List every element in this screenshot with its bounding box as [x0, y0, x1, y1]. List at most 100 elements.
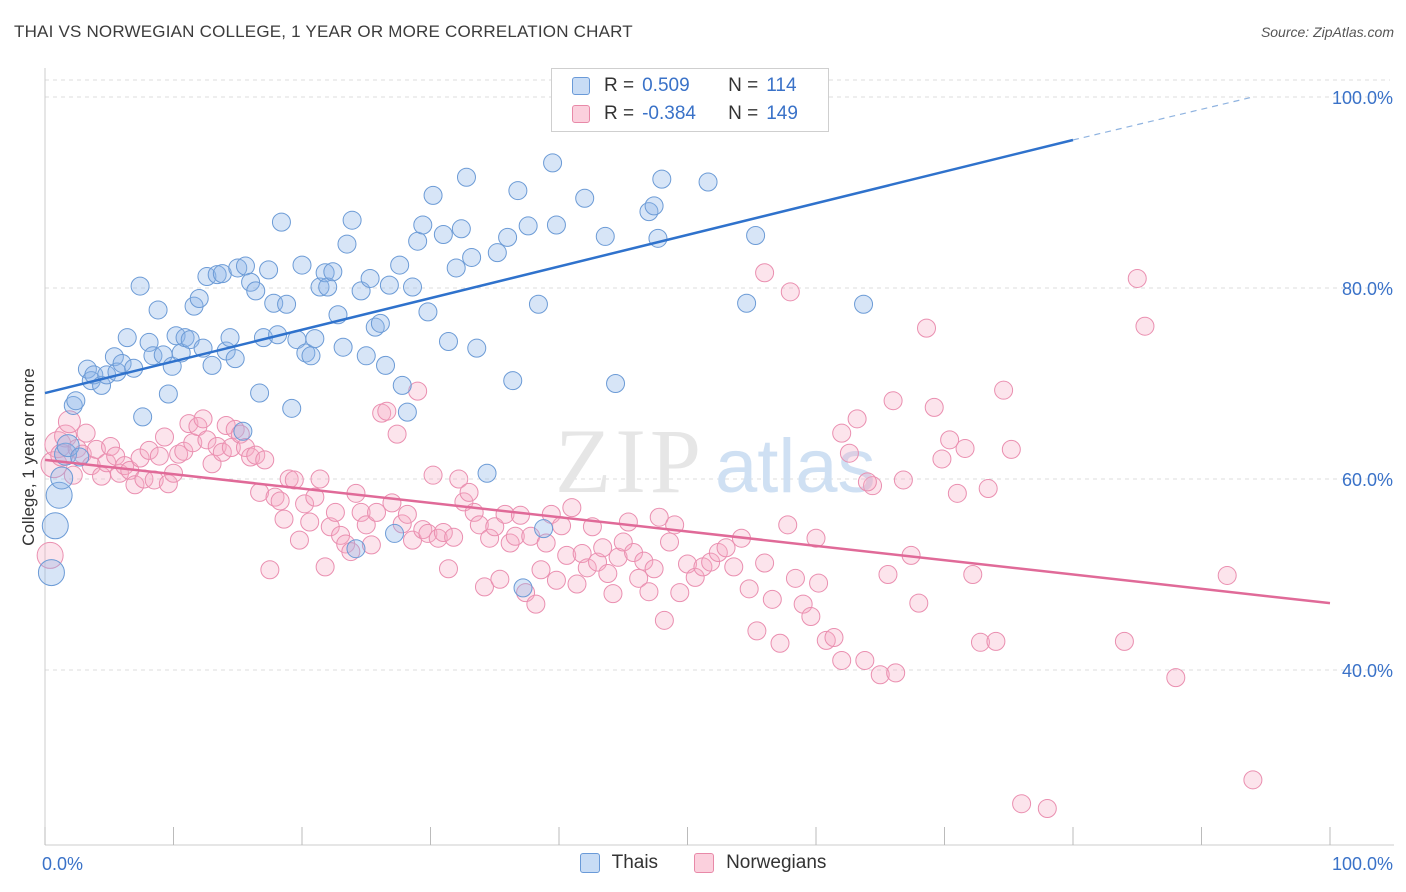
thais-point [66, 391, 86, 411]
norwegians-point [649, 507, 669, 527]
thais-point [397, 402, 417, 422]
thais-point [37, 559, 65, 587]
norwegians-point [832, 650, 852, 670]
norwegians-point [1166, 668, 1186, 688]
norwegians-point [197, 430, 217, 450]
thais-point [346, 539, 366, 559]
norwegians-point [883, 391, 903, 411]
thais-point [356, 346, 376, 366]
norwegians-point [474, 577, 494, 597]
norwegians-point [855, 650, 875, 670]
thais-point [112, 353, 132, 373]
source-credit[interactable]: Source: ZipAtlas.com [1260, 24, 1394, 40]
thais-point [487, 243, 507, 263]
thais-point [698, 172, 718, 192]
thais-point [446, 258, 466, 278]
norwegians-point [367, 502, 387, 522]
thais-point [546, 215, 566, 235]
norwegians-point [886, 663, 906, 683]
norwegians-point [274, 509, 294, 529]
thais-point [133, 407, 153, 427]
norwegians-point [839, 443, 859, 463]
norwegians-point [325, 502, 345, 522]
norwegians-point [970, 632, 990, 652]
thais-points [37, 153, 874, 598]
trend-lines [44, 96, 1331, 605]
norwegians-point [603, 584, 623, 604]
thais-point [451, 219, 471, 239]
norwegians-point [397, 504, 417, 524]
norwegians-point [947, 483, 967, 503]
axes [44, 68, 1394, 846]
thais-point [50, 466, 74, 490]
norwegians-point [552, 516, 572, 536]
norwegians-point [824, 628, 844, 648]
thais-point [518, 216, 538, 236]
correlation-legend: R = 0.509 N = 114 R = -0.384 N = 149 [551, 68, 829, 132]
thais-point [301, 346, 321, 366]
norwegians-point [310, 469, 330, 489]
norwegians-point [1012, 794, 1032, 814]
norwegians-point [526, 594, 546, 614]
norwegians-point [536, 533, 556, 553]
norwegians-point [924, 397, 944, 417]
thais-point [189, 289, 209, 309]
thais-point [370, 313, 390, 333]
norwegians-point [469, 515, 489, 535]
thais-point [220, 328, 240, 348]
thais-point [438, 331, 458, 351]
thais-point [543, 153, 563, 173]
thais-trend-line [44, 138, 1074, 395]
norwegians-point [193, 409, 213, 429]
thais-point [143, 346, 163, 366]
norwegians-point [978, 479, 998, 499]
legend-item-norwegians[interactable]: Norwegians [694, 852, 826, 874]
thais-point [639, 202, 659, 222]
norwegians-point [685, 567, 705, 587]
thais-legend-swatch [579, 853, 600, 873]
thais-point [462, 247, 482, 267]
norwegians-point [577, 558, 597, 578]
thais-point [104, 347, 124, 367]
norwegians-point [531, 560, 551, 580]
norwegians-point [598, 564, 618, 584]
thais-point [385, 523, 405, 543]
norwegians-point [387, 424, 407, 444]
legend-item-thais[interactable]: Thais [579, 852, 658, 874]
thais-point [746, 225, 766, 245]
norwegians-point [670, 583, 690, 603]
norwegians-point [634, 551, 654, 571]
thais-point [296, 343, 316, 363]
norwegians-points [36, 263, 1263, 818]
norwegians-point [909, 593, 929, 613]
thais-point [250, 383, 270, 403]
thais-point [652, 169, 672, 189]
thais-point [310, 277, 330, 297]
norwegians-point [86, 439, 106, 459]
norwegians-point [832, 423, 852, 443]
thais-point [292, 255, 312, 275]
n-value: 149 [766, 103, 798, 124]
thais-point [202, 355, 222, 375]
thais-trend-extension [1072, 96, 1254, 141]
thais-point [467, 338, 487, 358]
norwegians-point [801, 607, 821, 627]
thais-point [315, 263, 335, 283]
norwegians-point [485, 517, 505, 537]
norwegians-point [505, 526, 525, 546]
n-label: N = [728, 103, 759, 124]
thais-point [148, 300, 168, 320]
thais-point [737, 293, 757, 313]
norwegians-point [149, 446, 169, 466]
norwegians-point [755, 263, 775, 283]
thais-point [360, 268, 380, 288]
y-axis-label: College, 1 year or more [19, 368, 38, 546]
thais-point [365, 317, 385, 337]
norwegians-point [629, 568, 649, 588]
norwegians-point [260, 560, 280, 580]
norwegians-point [747, 621, 767, 641]
norwegians-point [361, 535, 381, 555]
thais-point [70, 447, 90, 467]
norwegians-point [169, 444, 189, 464]
zipatlas-watermark: ZIP atlas [555, 410, 876, 512]
